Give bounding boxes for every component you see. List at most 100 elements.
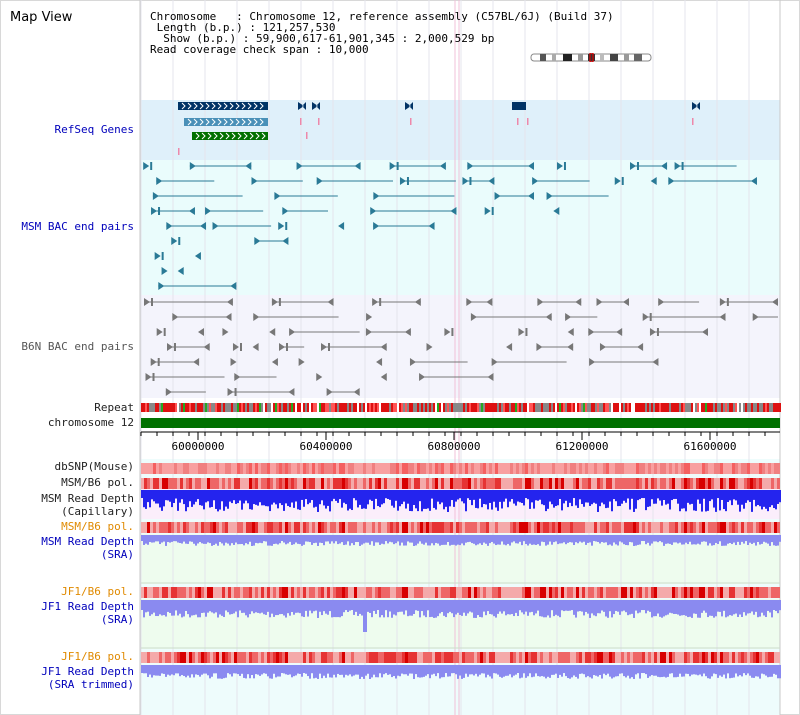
bac-end-marker xyxy=(193,358,200,366)
bac-end-marker xyxy=(389,162,396,170)
bac-end-marker xyxy=(282,237,289,245)
msm-depth-cap-line1: MSM Read Depth xyxy=(41,492,134,505)
track-label-dbsnp[interactable]: dbSNP(Mouse) xyxy=(54,460,134,473)
bac-end-marker xyxy=(226,298,233,306)
track-label-jf1-depth-sra[interactable]: JF1 Read Depth (SRA) xyxy=(0,600,134,626)
bac-end-marker xyxy=(145,373,152,381)
track-label-msm-b6-pol[interactable]: MSM/B6 pol. xyxy=(61,476,134,489)
ruler-tick-label: 60800000 xyxy=(428,440,481,453)
bac-end-marker xyxy=(161,252,164,260)
bac-end-marker xyxy=(222,328,229,336)
bac-end-marker xyxy=(681,162,684,170)
bac-end-marker xyxy=(494,192,501,200)
bac-end-marker xyxy=(563,162,566,170)
bac-end-marker xyxy=(161,267,168,275)
bac-end-marker xyxy=(649,328,656,336)
bac-end-marker xyxy=(525,328,528,336)
bac-end-marker xyxy=(234,388,237,396)
bac-end-marker xyxy=(637,343,644,351)
bac-end-marker xyxy=(232,343,239,351)
position-ruler: 60000000 60400000 60800000 61200000 61600000 xyxy=(140,431,780,453)
bac-end-marker xyxy=(150,162,153,170)
bac-end-marker xyxy=(450,207,457,215)
gene-feature xyxy=(184,118,268,126)
track-label-msm-bac[interactable]: MSM BAC end pairs xyxy=(21,220,134,233)
chromosome-label: Chromosome xyxy=(150,10,217,23)
bac-end-marker xyxy=(380,343,387,351)
bac-end-marker xyxy=(636,162,639,170)
bac-end-marker xyxy=(165,388,172,396)
track-label-chromosome: chromosome 12 xyxy=(47,416,134,429)
msm-read-depth-sra-track xyxy=(141,535,781,546)
bac-end-marker xyxy=(649,313,652,321)
chromosome-bar xyxy=(141,418,780,428)
bac-end-marker xyxy=(296,162,303,170)
track-label-msm-depth-sra[interactable]: MSM Read Depth (SRA) xyxy=(0,535,134,561)
bac-end-marker xyxy=(444,328,451,336)
snp-marker xyxy=(517,118,519,125)
ideogram-icon[interactable] xyxy=(530,53,652,62)
bac-end-marker xyxy=(173,343,176,351)
snp-marker xyxy=(306,132,308,139)
msm-read-depth-capillary-track xyxy=(141,490,781,512)
bac-end-marker xyxy=(414,298,421,306)
track-label-jf1-b6-pol-2[interactable]: JF1/B6 pol. xyxy=(61,650,134,663)
bac-end-marker xyxy=(486,298,493,306)
bac-end-marker xyxy=(234,373,241,381)
bac-end-marker xyxy=(467,162,474,170)
bac-end-marker xyxy=(484,207,491,215)
track-label-b6n-bac[interactable]: B6N BAC end pairs xyxy=(21,340,134,353)
msm-bac-end-pairs-track xyxy=(143,162,757,290)
jf1-depth-sra-line1: JF1 Read Depth xyxy=(41,600,134,613)
bac-end-marker xyxy=(239,343,242,351)
bac-end-marker xyxy=(326,388,333,396)
jf1-read-depth-trimmed-track xyxy=(141,665,781,679)
bac-end-marker xyxy=(462,177,469,185)
track-label-repeat[interactable]: Repeat xyxy=(94,401,134,414)
track-label-msm-b6-pol-2[interactable]: MSM/B6 pol. xyxy=(61,520,134,533)
bac-end-marker xyxy=(650,177,657,185)
bac-end-marker xyxy=(380,373,387,381)
track-label-jf1-depth-trimmed[interactable]: JF1 Read Depth (SRA trimmed) xyxy=(0,665,134,691)
bac-end-marker xyxy=(567,328,574,336)
gene-feature xyxy=(692,102,700,110)
bac-end-marker xyxy=(719,313,726,321)
track-label-jf1-b6-pol[interactable]: JF1/B6 pol. xyxy=(61,585,134,598)
bac-end-marker xyxy=(316,373,323,381)
snp-marker xyxy=(318,118,320,125)
ruler-tick-label: 60400000 xyxy=(300,440,353,453)
coverage-label: Read coverage check span xyxy=(150,43,309,56)
b6n-bac-end-pairs-track xyxy=(143,298,778,396)
bac-end-marker xyxy=(565,313,572,321)
bac-end-marker xyxy=(172,313,179,321)
bac-end-marker xyxy=(451,328,454,336)
snp-marker xyxy=(178,148,180,155)
bac-end-marker xyxy=(487,373,494,381)
bac-end-marker xyxy=(353,388,360,396)
bac-end-marker xyxy=(245,162,252,170)
bac-end-marker xyxy=(575,298,582,306)
bac-end-marker xyxy=(212,222,219,230)
jf1-depth-trim-line1: JF1 Read Depth xyxy=(41,665,134,678)
bac-end-marker xyxy=(419,373,426,381)
msm-depth-cap-line2: (Capillary) xyxy=(61,505,134,518)
bac-end-marker xyxy=(163,328,166,336)
bac-end-marker xyxy=(545,313,552,321)
bac-end-marker xyxy=(553,207,560,215)
bac-end-marker xyxy=(298,358,305,366)
jf1-read-depth-sra-track xyxy=(141,600,781,632)
track-label-msm-depth-capillary[interactable]: MSM Read Depth (Capillary) xyxy=(0,492,134,518)
bac-end-marker xyxy=(177,267,184,275)
jf1-depth-trim-line2: (SRA trimmed) xyxy=(47,678,134,691)
bac-end-marker xyxy=(157,358,160,366)
show-label: Show (b.p.) xyxy=(163,32,237,45)
track-label-refseq[interactable]: RefSeq Genes xyxy=(54,123,134,136)
bac-end-marker xyxy=(278,343,285,351)
bac-end-marker xyxy=(225,313,232,321)
bac-end-marker xyxy=(652,358,659,366)
page-title: Map View xyxy=(10,10,73,25)
bac-end-marker xyxy=(152,192,159,200)
bac-end-marker xyxy=(269,328,276,336)
bac-end-marker xyxy=(556,162,563,170)
